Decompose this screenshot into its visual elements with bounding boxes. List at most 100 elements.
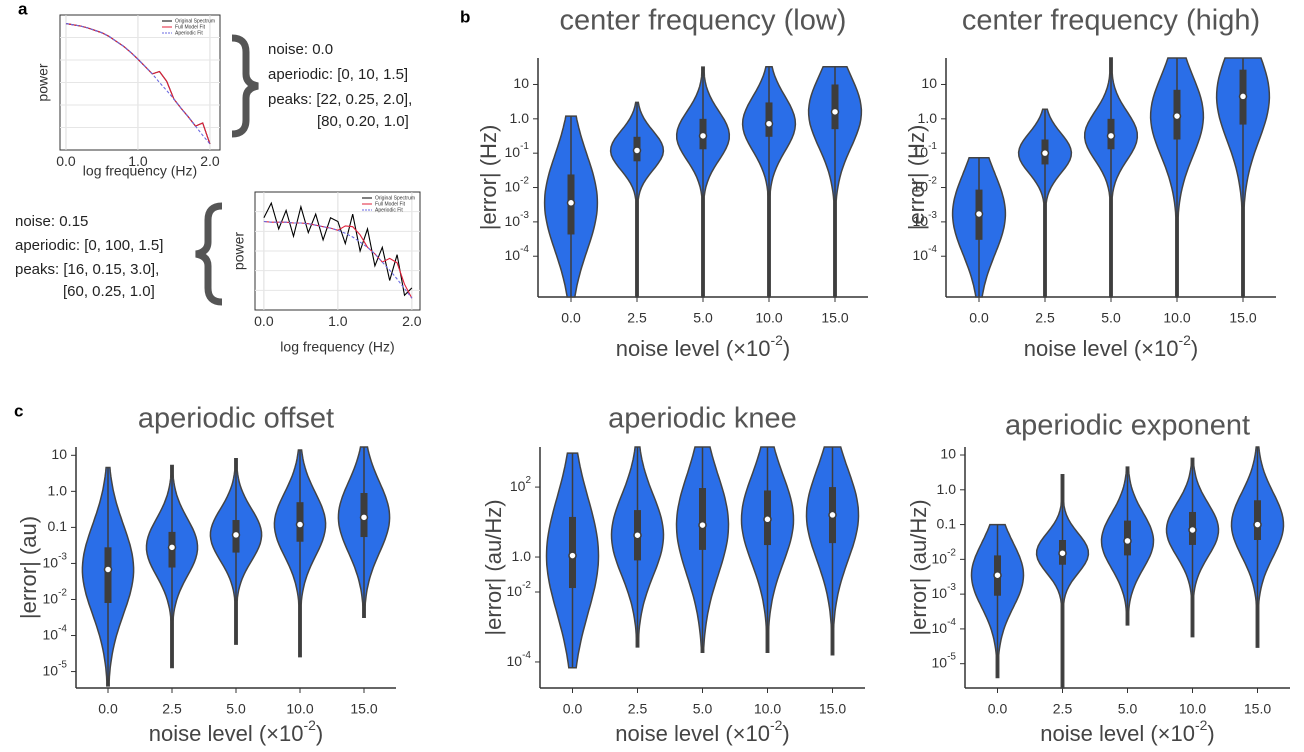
- annotation: peaks: [22, 0.25, 2.0],: [268, 91, 412, 108]
- tick-label: 10-2: [507, 580, 532, 599]
- annotation: [80, 0.20, 1.0]: [317, 113, 409, 130]
- violin-median: [568, 551, 577, 560]
- tick-base: 10: [932, 550, 948, 566]
- x-label-text: noise level (×10: [615, 721, 770, 746]
- panel-label: a: [18, 0, 28, 18]
- x-label-tail: ): [783, 336, 790, 361]
- legend-label: Full Model Fit: [175, 24, 206, 30]
- tick-label: 1.0: [918, 110, 938, 126]
- x-tick-label: 15.0: [1229, 310, 1256, 326]
- violin-median: [1040, 148, 1050, 158]
- violin-median: [763, 515, 772, 524]
- x-tick-label: 10.0: [286, 701, 313, 717]
- tick-base: 0.0: [254, 313, 274, 329]
- x-tick-label: 15.0: [1244, 701, 1271, 717]
- x-label-sup: -2: [770, 332, 783, 348]
- spectrum-line: [263, 201, 413, 297]
- violin-median: [828, 510, 837, 520]
- x-axis-label: log frequency (Hz): [83, 163, 197, 179]
- tick-sup: -3: [928, 210, 937, 221]
- tick-label: 10: [513, 75, 529, 91]
- chart-title: center frequency (low): [560, 5, 847, 37]
- legend-label: Aperiodic Fit: [175, 30, 203, 36]
- spectrum-line: [65, 23, 211, 145]
- tick-sup: 2: [525, 475, 531, 486]
- violin-median: [993, 570, 1002, 580]
- y-axis-label: power: [35, 63, 51, 101]
- tick-label: 10: [921, 75, 937, 91]
- tick-label: 10-4: [932, 617, 957, 636]
- x-tick-label: 2.5: [628, 701, 648, 717]
- annotation: aperiodic: [0, 100, 1.5]: [15, 237, 163, 254]
- x-tick-label: 5.0: [226, 701, 246, 717]
- tick-base: 10: [932, 620, 948, 636]
- tick-base: 0.0: [56, 153, 76, 169]
- tick-base: 2.0: [200, 153, 220, 169]
- tick-label: 0.0: [254, 313, 274, 329]
- tick-label: 10-4: [507, 650, 532, 669]
- tick-base: 10: [505, 178, 521, 194]
- x-axis-label: log frequency (Hz): [280, 339, 394, 355]
- tick-base: 10: [913, 144, 929, 160]
- tick-label: 10-3: [43, 551, 68, 570]
- x-axis-label: noise level (×10-2): [1024, 332, 1199, 361]
- tick-label: 1.0: [128, 153, 148, 169]
- x-label-tail: ): [316, 721, 323, 746]
- tick-label: 102: [510, 475, 532, 494]
- tick-label: 10-5: [43, 659, 68, 678]
- tick-label: 0.0: [56, 153, 76, 169]
- tick-sup: -3: [947, 582, 956, 593]
- tick-base: 10: [507, 583, 523, 599]
- tick-base: 1.0: [512, 548, 532, 564]
- tick-sup: -4: [522, 650, 531, 661]
- tick-sup: -5: [58, 659, 67, 670]
- tick-base: 1.0: [937, 480, 957, 496]
- y-axis-label: power: [231, 232, 247, 270]
- tick-sup: -2: [522, 580, 531, 591]
- tick-label: 10-4: [43, 623, 68, 642]
- tick-label: 10: [940, 446, 956, 462]
- tick-label: 1.0: [328, 313, 348, 329]
- tick-base: 2.0: [402, 313, 422, 329]
- brace: [195, 202, 223, 306]
- tick-base: 10: [932, 585, 948, 601]
- violin-median: [1172, 111, 1182, 121]
- x-label-text: noise level (×10: [149, 721, 304, 746]
- tick-base: 10: [510, 478, 526, 494]
- x-label-text: noise level (×10: [616, 336, 771, 361]
- x-tick-label: 5.0: [693, 701, 713, 717]
- tick-label: 10-3: [932, 582, 957, 601]
- annotation: aperiodic: [0, 10, 1.5]: [268, 66, 408, 83]
- x-tick-label: 10.0: [755, 310, 782, 326]
- tick-sup: -4: [947, 617, 956, 628]
- tick-label: 10-5: [932, 651, 957, 670]
- x-tick-label: 10.0: [1179, 701, 1206, 717]
- tick-label: 2.0: [402, 313, 422, 329]
- x-tick-label: 2.5: [1053, 701, 1073, 717]
- x-tick-label: 5.0: [693, 310, 713, 326]
- x-label-sup: -2: [303, 717, 316, 733]
- violin-median: [295, 520, 305, 529]
- tick-label: 1.0: [48, 482, 68, 498]
- x-label-sup: -2: [1178, 332, 1191, 348]
- chart-title: aperiodic exponent: [1005, 410, 1250, 442]
- y-axis-label: |error| (au/Hz): [906, 499, 931, 635]
- violin-median: [764, 119, 774, 128]
- x-axis-label: noise level (×10-2): [616, 332, 791, 361]
- y-axis-label: |error| (Hz): [476, 125, 501, 231]
- tick-sup: -1: [928, 141, 937, 152]
- y-axis-label: |error| (au): [16, 516, 41, 619]
- panel-label: b: [460, 7, 470, 26]
- spectrum-line: [263, 220, 413, 299]
- tick-label: 10-2: [505, 175, 530, 194]
- annotation: [60, 0.25, 1.0]: [63, 283, 155, 300]
- tick-base: 10: [505, 144, 521, 160]
- x-tick-label: 15.0: [819, 701, 846, 717]
- violin-median: [1123, 536, 1132, 546]
- violin-median: [359, 513, 369, 522]
- tick-label: 10-1: [505, 141, 530, 160]
- x-tick-label: 5.0: [1101, 310, 1121, 326]
- x-tick-label: 0.0: [563, 701, 583, 717]
